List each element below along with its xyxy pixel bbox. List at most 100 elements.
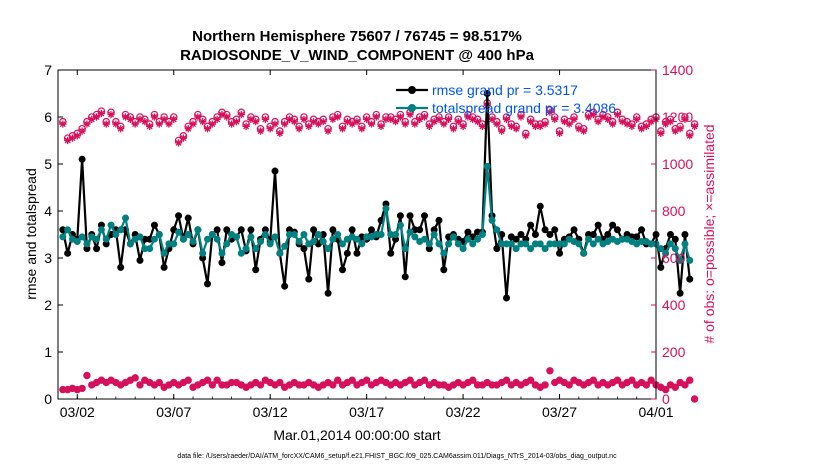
rmse-point — [237, 226, 245, 234]
y-right-tick-label: 0 — [662, 391, 670, 407]
spread-point — [257, 238, 265, 246]
obs-assimilated-point — [657, 129, 665, 138]
obs-assimilated-point — [502, 115, 511, 123]
obs-assimilated-point — [647, 118, 655, 126]
obs-assimilated-point — [580, 127, 588, 135]
obs-low-point — [406, 376, 414, 384]
obs-low-point — [628, 376, 636, 384]
rmse-point — [546, 231, 554, 238]
spread-point — [507, 240, 515, 248]
spread-point — [324, 245, 332, 253]
y-left-tick-label: 6 — [44, 109, 52, 125]
obs-assimilated-point — [681, 115, 689, 123]
y-axis-label-left: rmse and totalspread — [23, 168, 39, 300]
spread-point — [560, 240, 568, 248]
obs-assimilated-point — [252, 118, 260, 126]
y-right-tick-label: 600 — [662, 250, 686, 266]
rmse-point — [353, 249, 361, 257]
y-right-tick-label: 1400 — [662, 62, 693, 78]
rmse-point — [78, 155, 86, 163]
spread-point — [223, 240, 231, 248]
spread-point — [117, 226, 125, 234]
spread-point — [435, 240, 443, 248]
rmse-point — [401, 273, 409, 281]
obs-assimilated-point — [83, 120, 91, 128]
obs-assimilated-point — [464, 113, 472, 121]
obs-low-point — [276, 378, 284, 387]
rmse-point — [310, 226, 318, 234]
obs-assimilated-point — [449, 125, 458, 133]
spread-point — [102, 235, 110, 243]
x-tick-label: 03/22 — [446, 404, 481, 420]
obs-assimilated-point — [445, 115, 453, 123]
obs-assimilated-point — [570, 115, 578, 123]
obs-assimilated-point — [117, 125, 125, 133]
spread-point — [580, 249, 588, 257]
chart-title-line2: RADIOSONDE_V_WIND_COMPONENT @ 400 hPa — [180, 47, 535, 64]
obs-assimilated-point — [184, 125, 192, 133]
obs-assimilated-point — [372, 113, 380, 121]
spread-point — [353, 235, 361, 243]
obs-assimilated-point — [411, 120, 419, 128]
obs-low-point — [155, 378, 163, 387]
obs-assimilated-point — [281, 120, 289, 128]
spread-point — [478, 231, 486, 238]
spread-point — [281, 242, 289, 250]
spread-point — [247, 233, 255, 241]
rmse-point — [536, 202, 544, 210]
obs-assimilated-point — [165, 120, 173, 128]
spread-point — [488, 216, 496, 224]
spread-point — [208, 231, 216, 238]
obs-assimilated-point — [247, 115, 255, 123]
obs-low-point — [565, 381, 573, 389]
spread-point — [107, 221, 115, 229]
obs-low-point — [334, 376, 342, 384]
spread-point — [575, 240, 583, 248]
spread-point — [469, 240, 477, 248]
obs-low-point — [348, 376, 356, 384]
obs-assimilated-point — [613, 111, 622, 119]
obs-low-point — [589, 376, 598, 384]
obs-assimilated-point — [498, 127, 506, 135]
rmse-point — [613, 226, 621, 234]
spread-point — [657, 245, 665, 253]
obs-low-point — [469, 376, 477, 384]
rmse-point — [483, 90, 491, 97]
obs-assimilated-point — [367, 120, 376, 128]
rmse-point — [271, 167, 279, 175]
obs-low-point — [661, 385, 670, 394]
obs-assimilated-point — [271, 120, 279, 128]
plot-frame — [57, 69, 657, 400]
obs-assimilated-point — [194, 113, 202, 121]
rmse-point — [305, 275, 313, 283]
spread-point — [204, 235, 211, 243]
y-left-tick-label: 5 — [44, 156, 52, 172]
obs-assimilated-point — [536, 122, 544, 130]
obs-assimilated-point — [676, 125, 684, 133]
spread-point — [339, 240, 347, 248]
spread-point — [295, 238, 303, 246]
obs-assimilated-point — [112, 120, 120, 128]
obs-assimilated-point — [343, 118, 351, 126]
obs-assimilated-point — [406, 111, 414, 119]
obs-low-point — [526, 376, 535, 384]
obs-assimilated-point — [232, 118, 241, 126]
spread-point — [59, 233, 67, 241]
obs-assimilated-point — [64, 136, 72, 145]
spread-point — [584, 235, 592, 243]
legend: rmse grand pr = 3.5317 totalspread grand … — [396, 82, 616, 116]
obs-assimilated-point — [150, 113, 159, 121]
obs-assimilated-point — [584, 113, 593, 121]
rmse-point — [556, 249, 564, 257]
spread-point — [454, 240, 462, 248]
obs-assimilated-point — [623, 120, 631, 128]
obs-assimilated-point — [507, 122, 515, 130]
spread-point — [522, 240, 530, 248]
rmse-point — [657, 263, 665, 271]
obs-assimilated-point — [358, 125, 366, 133]
obs-assimilated-point — [382, 115, 390, 123]
obs-low-point — [83, 371, 91, 380]
obs-assimilated-point — [551, 115, 559, 123]
